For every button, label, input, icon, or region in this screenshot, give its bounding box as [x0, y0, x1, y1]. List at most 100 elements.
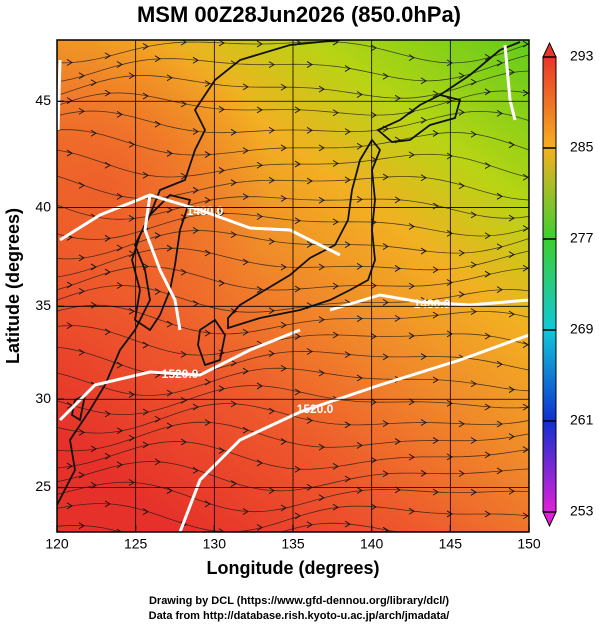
streamline — [57, 285, 529, 313]
stream-arrow — [180, 100, 187, 108]
stream-arrow — [432, 376, 439, 384]
stream-arrow — [332, 331, 339, 339]
coastline — [439, 41, 521, 96]
stream-arrow — [408, 282, 415, 290]
stream-arrow — [458, 291, 465, 298]
streamline — [57, 90, 529, 116]
stream-arrow — [256, 459, 263, 467]
contour-label: 1520.0 — [162, 367, 199, 381]
colorbar-tick-label: 277 — [570, 230, 594, 246]
stream-arrow — [496, 286, 503, 294]
stream-arrow — [344, 520, 351, 528]
stream-arrow — [370, 456, 377, 464]
colorbar-tick-label: 261 — [570, 412, 594, 428]
stream-arrow — [204, 419, 211, 426]
stream-arrow — [470, 261, 477, 269]
stream-arrow — [166, 74, 173, 82]
stream-arrow — [344, 176, 351, 184]
stream-arrow — [394, 94, 401, 102]
stream-arrow — [306, 348, 313, 355]
stream-arrow — [230, 400, 237, 408]
streamline — [57, 421, 529, 452]
stream-arrow — [458, 470, 465, 477]
stream-arrow — [408, 332, 415, 340]
stream-arrow — [294, 465, 301, 473]
stream-arrow — [408, 223, 415, 230]
stream-arrow — [154, 55, 161, 63]
streamline — [57, 461, 529, 492]
stream-arrow — [394, 438, 401, 445]
stream-arrow — [356, 374, 363, 382]
credit-line: Drawing by DCL (https://www.gfd-dennou.o… — [149, 595, 449, 607]
stream-arrow — [280, 438, 287, 445]
stream-arrow — [470, 488, 477, 496]
stream-arrow — [318, 85, 325, 93]
stream-arrow — [142, 341, 149, 349]
stream-arrow — [166, 389, 173, 397]
stream-arrow — [332, 282, 339, 290]
stream-arrow — [256, 161, 263, 169]
stream-arrow — [128, 479, 135, 486]
stream-arrow — [370, 398, 377, 406]
x-tick-label: 145 — [439, 536, 463, 552]
contour-line — [503, 44, 517, 121]
stream-arrow — [446, 279, 453, 286]
stream-arrow — [332, 218, 339, 226]
stream-arrow — [104, 500, 111, 508]
stream-arrow — [104, 452, 111, 460]
stream-arrow — [142, 441, 149, 449]
stream-arrow — [218, 40, 225, 47]
stream-arrow — [192, 186, 199, 194]
streamline — [57, 230, 529, 260]
stream-arrow — [192, 227, 199, 234]
stream-arrow — [420, 77, 427, 85]
coastlines — [57, 40, 521, 506]
stream-arrow — [522, 264, 529, 272]
stream-arrow — [90, 263, 97, 271]
stream-arrow — [142, 171, 149, 179]
stream-arrow — [242, 258, 249, 266]
stream-arrow — [242, 508, 249, 515]
stream-arrow — [230, 359, 237, 367]
contour-line — [143, 194, 182, 331]
stream-arrow — [66, 502, 73, 510]
stream-arrow — [432, 90, 439, 98]
stream-arrow — [230, 231, 237, 238]
stream-arrow — [470, 211, 477, 219]
stream-arrow — [104, 268, 111, 276]
stream-arrow — [332, 109, 339, 117]
stream-arrow — [318, 144, 325, 152]
stream-arrow — [306, 241, 313, 248]
stream-arrow — [484, 510, 491, 518]
stream-arrow — [408, 54, 415, 62]
stream-arrow — [256, 40, 263, 48]
stream-arrow — [318, 316, 325, 323]
x-tick-label: 130 — [203, 536, 227, 552]
x-tick-label: 150 — [517, 536, 541, 552]
stream-arrow — [166, 150, 173, 157]
stream-arrow — [458, 420, 465, 428]
stream-arrow — [356, 315, 363, 322]
streamline — [57, 385, 529, 415]
stream-arrow — [382, 243, 389, 250]
stream-arrow — [242, 328, 249, 336]
stream-arrow — [180, 438, 187, 446]
stream-arrow — [230, 480, 237, 487]
stream-arrow — [218, 279, 225, 287]
stream-arrow — [382, 526, 389, 532]
stream-arrow — [116, 244, 123, 252]
stream-arrow — [370, 503, 377, 511]
stream-arrow — [522, 173, 529, 181]
contour-line — [178, 333, 529, 532]
stream-arrow — [154, 120, 161, 128]
stream-arrow — [78, 107, 85, 115]
x-tick-label: 125 — [124, 536, 148, 552]
stream-arrow — [332, 503, 339, 511]
stream-arrow — [142, 92, 149, 100]
stream-arrow — [230, 128, 237, 136]
stream-arrow — [344, 475, 351, 483]
stream-arrow — [231, 544, 236, 550]
stream-arrow — [78, 428, 85, 436]
stream-arrow — [344, 128, 351, 136]
stream-arrow — [280, 144, 287, 152]
